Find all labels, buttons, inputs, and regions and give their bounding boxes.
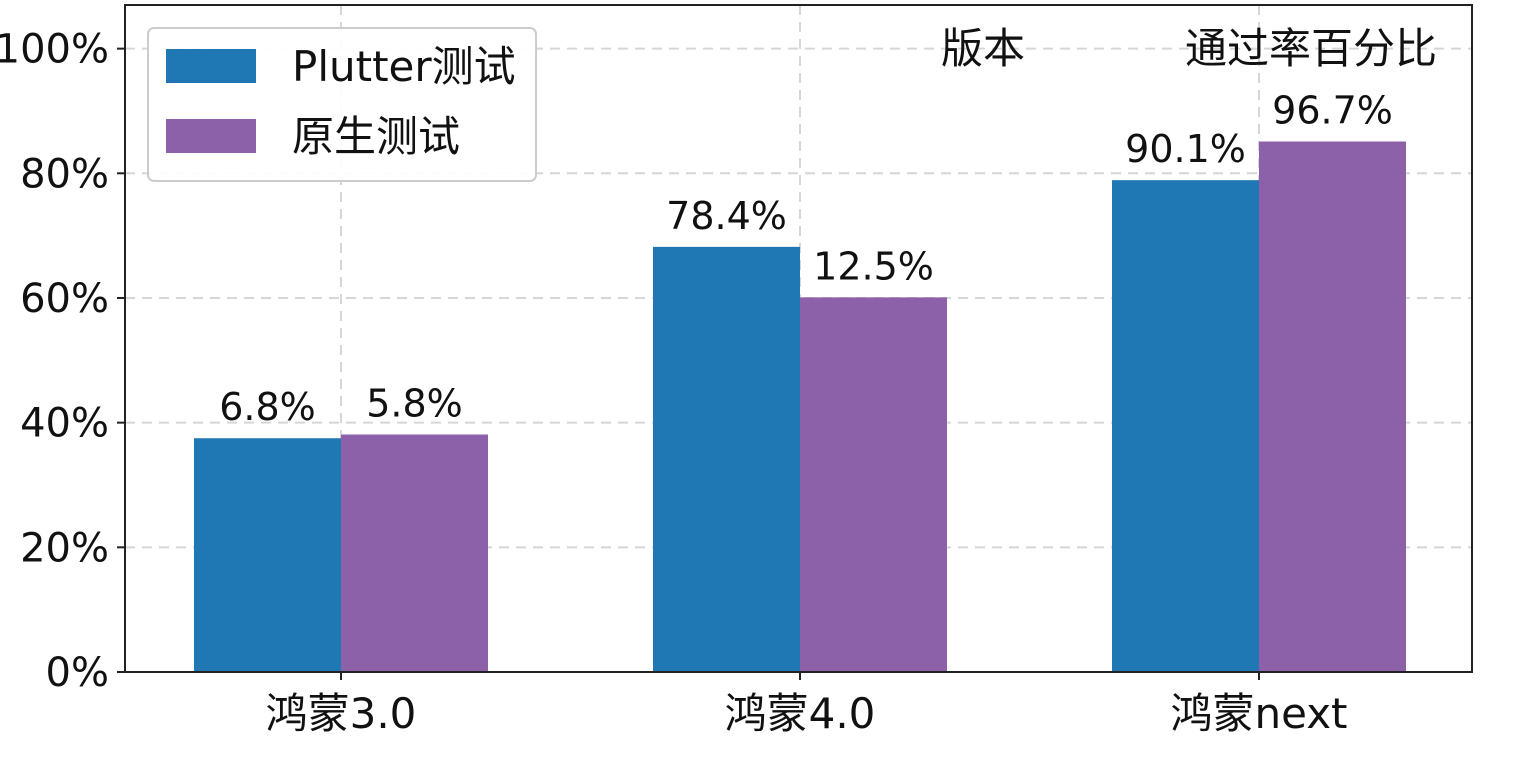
bars — [194, 141, 1406, 673]
bar — [1112, 180, 1259, 673]
data-labels: 6.8% 78.4% 90.1% 5.8% 12.5% 96.7% — [219, 89, 1393, 430]
bar-value-label: 6.8% — [219, 385, 316, 429]
legend-swatch — [166, 49, 256, 83]
y-tick-label: 80% — [20, 151, 109, 197]
chart-annotation: 通过率百分比 — [1185, 24, 1437, 73]
chart-annotation: 版本 — [941, 24, 1025, 73]
x-tick-label: 鸿蒙4.0 — [725, 689, 876, 738]
y-axis: 0% 20% 40% 60% 80% 100% — [0, 27, 125, 696]
bar — [1259, 141, 1406, 672]
y-tick-label: 20% — [20, 525, 109, 571]
bar — [800, 297, 947, 672]
bar-value-label: 78.4% — [666, 194, 787, 238]
x-tick-label: 鸿蒙next — [1170, 689, 1347, 738]
bar — [194, 438, 341, 672]
bar — [653, 246, 800, 672]
legend-label: Plutter测试 — [292, 42, 516, 91]
bar-value-label: 96.7% — [1272, 89, 1393, 133]
legend-label: 原生测试 — [292, 112, 460, 161]
bar-value-label: 5.8% — [366, 381, 463, 425]
y-tick-label: 100% — [0, 27, 109, 73]
legend-swatch — [166, 119, 256, 153]
bar — [341, 434, 488, 672]
x-tick-label: 鸿蒙3.0 — [266, 689, 417, 738]
bar-value-label: 12.5% — [813, 244, 934, 288]
y-tick-label: 0% — [46, 650, 109, 696]
y-tick-label: 60% — [20, 276, 109, 322]
x-axis: 鸿蒙3.0 鸿蒙4.0 鸿蒙next — [266, 672, 1348, 738]
annotations: 版本 通过率百分比 — [941, 24, 1437, 73]
plot-frame — [124, 4, 1473, 673]
bar-value-label: 90.1% — [1125, 127, 1246, 171]
y-tick-label: 40% — [20, 401, 109, 447]
